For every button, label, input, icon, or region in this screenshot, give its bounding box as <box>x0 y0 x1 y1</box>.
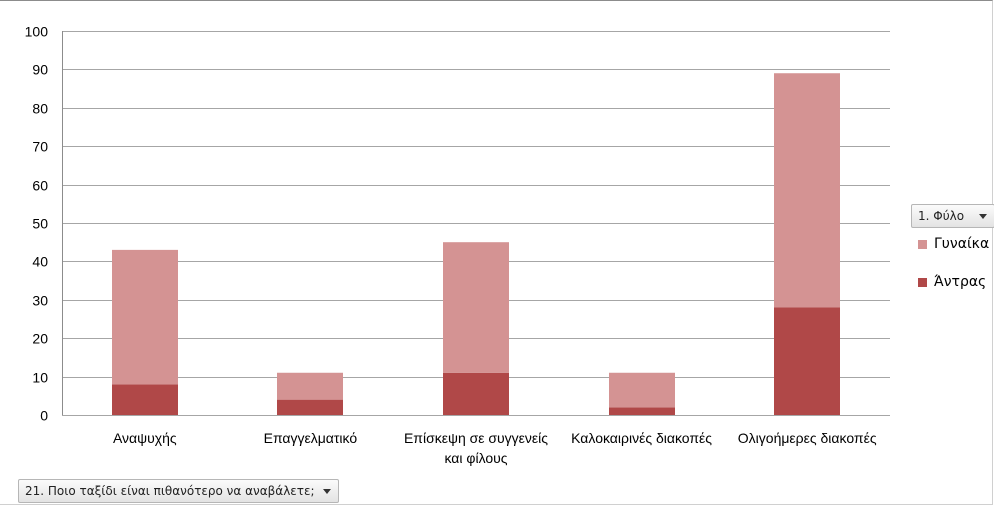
legend: Γυναίκα Άντρας <box>918 233 989 309</box>
bar-gynaika <box>774 73 840 308</box>
legend-label: Άντρας <box>934 274 987 290</box>
x-category-label-line: Αναψυχής <box>113 430 177 446</box>
x-category-label: Αναψυχής <box>113 430 177 446</box>
x-category-label-line: Ολιγοήμερες διακοπές <box>738 430 877 446</box>
category-field-filter-button[interactable]: 21. Ποιο ταξίδι είναι πιθανότερο να αναβ… <box>18 479 339 503</box>
x-category-label: Επαγγελματικό <box>264 430 358 446</box>
y-tick-label: 40 <box>32 254 48 270</box>
bars <box>112 73 840 415</box>
legend-item: Άντρας <box>918 271 989 293</box>
bar-antras <box>443 372 509 415</box>
y-tick-label: 80 <box>32 101 48 117</box>
x-category-label-line: και φίλους <box>444 450 507 466</box>
y-tick-label: 100 <box>25 24 49 40</box>
dropdown-arrow-icon <box>323 489 331 494</box>
legend-swatch <box>918 277 927 287</box>
y-tick-label: 30 <box>32 293 48 309</box>
bar-antras <box>774 307 840 415</box>
bar-gynaika <box>112 249 178 385</box>
x-category-label: Καλοκαιρινές διακοπές <box>571 430 712 446</box>
series-field-filter-button[interactable]: 1. Φύλο <box>911 204 994 228</box>
y-tick-label: 60 <box>32 178 48 194</box>
bar-gynaika <box>609 372 675 408</box>
bar-gynaika <box>277 372 343 400</box>
x-category-label-line: Καλοκαιρινές διακοπές <box>571 430 712 446</box>
bar-antras <box>277 399 343 415</box>
y-axis-ticks: 0 10 20 30 40 50 60 70 80 90 100 <box>25 24 49 424</box>
bar-antras <box>112 384 178 415</box>
category-field-label: 21. Ποιο ταξίδι είναι πιθανότερο να αναβ… <box>25 484 315 498</box>
dropdown-arrow-icon <box>979 214 987 219</box>
series-field-label: 1. Φύλο <box>918 209 965 223</box>
x-category-label: Επίσκεψη σε συγγενείς και φίλους <box>404 430 548 466</box>
legend-item: Γυναίκα <box>918 233 989 255</box>
y-tick-label: 0 <box>40 408 48 424</box>
x-category-label: Ολιγοήμερες διακοπές <box>738 430 877 446</box>
x-category-label-line: Επαγγελματικό <box>264 430 358 446</box>
x-category-label-line: Επίσκεψη σε συγγενείς <box>404 430 548 446</box>
y-tick-label: 20 <box>32 331 48 347</box>
legend-swatch <box>918 239 927 249</box>
x-axis-categories: Αναψυχής Επαγγελματικό Επίσκεψη σε συγγενε… <box>113 430 877 466</box>
y-tick-label: 90 <box>32 62 48 78</box>
bar-antras <box>609 407 675 415</box>
legend-label: Γυναίκα <box>934 236 990 252</box>
bar-gynaika <box>443 242 509 373</box>
y-tick-label: 50 <box>32 216 48 232</box>
y-tick-label: 10 <box>32 370 48 386</box>
y-tick-label: 70 <box>32 139 48 155</box>
